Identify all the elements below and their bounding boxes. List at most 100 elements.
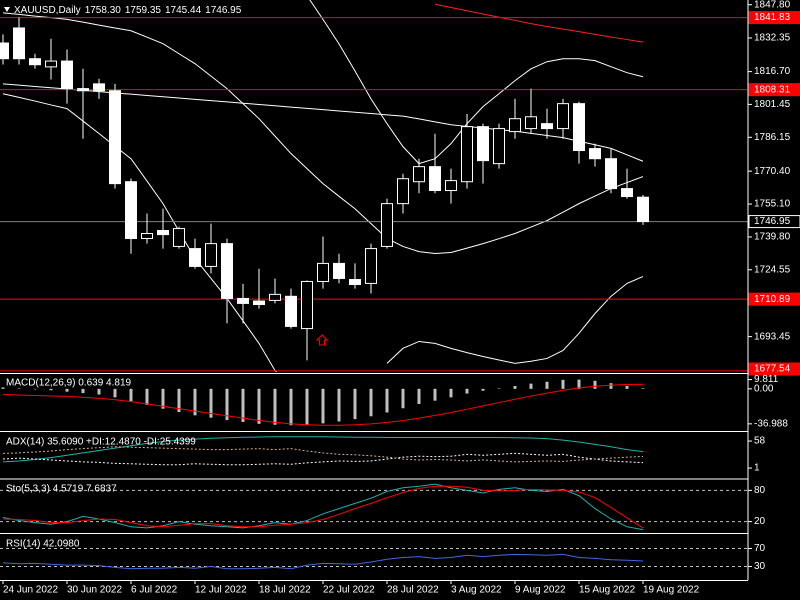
y-tick-label: 1739.80 bbox=[754, 232, 791, 243]
histogram-bar bbox=[497, 388, 501, 389]
candle-body bbox=[525, 116, 537, 130]
symbol: XAUUSD,Daily bbox=[14, 5, 81, 16]
histogram-bar bbox=[1, 387, 5, 389]
candle-body bbox=[141, 233, 153, 239]
candle-body bbox=[637, 196, 649, 223]
candle-body bbox=[221, 243, 233, 299]
price-level-label: 1841.83 bbox=[754, 12, 791, 23]
candle-body bbox=[397, 178, 409, 205]
y-tick-label: 80 bbox=[754, 485, 766, 496]
candle-body bbox=[429, 166, 441, 192]
candle-body bbox=[29, 58, 41, 66]
candle-body bbox=[237, 297, 249, 304]
y-tick-label: 1786.15 bbox=[754, 132, 791, 143]
candle-body bbox=[45, 60, 57, 68]
price-level-label: 1710.89 bbox=[754, 294, 791, 305]
x-tick-label: 28 Jul 2022 bbox=[387, 585, 439, 596]
histogram-bar bbox=[577, 379, 581, 389]
indicator-line bbox=[2, 436, 644, 463]
candle-body bbox=[333, 262, 345, 279]
x-tick-label: 18 Jul 2022 bbox=[259, 585, 311, 596]
y-tick-label: 1724.55 bbox=[754, 264, 791, 275]
candle-body bbox=[573, 103, 585, 152]
histogram-bar bbox=[369, 388, 373, 417]
y-tick-label: 1770.40 bbox=[754, 166, 791, 177]
y-tick-label: 30 bbox=[754, 561, 766, 572]
indicator-line bbox=[2, 485, 644, 529]
candle-body bbox=[493, 128, 505, 165]
overlay-line bbox=[309, 0, 644, 165]
indicator-line bbox=[2, 452, 644, 466]
candle-body bbox=[589, 148, 601, 160]
buy-arrow bbox=[315, 334, 329, 346]
header-close: 1746.95 bbox=[205, 5, 242, 16]
histogram-bar bbox=[353, 388, 357, 420]
y-tick-label: 0.00 bbox=[754, 383, 774, 394]
candle-body bbox=[541, 123, 553, 130]
x-tick-label: 19 Aug 2022 bbox=[643, 585, 700, 596]
candle-body bbox=[445, 180, 457, 192]
histogram-bar bbox=[561, 379, 565, 389]
y-tick-label: 1832.35 bbox=[754, 33, 791, 44]
histogram-bar bbox=[529, 383, 533, 389]
candle-body bbox=[461, 126, 473, 183]
x-tick-label: 3 Aug 2022 bbox=[451, 585, 502, 596]
x-tick-label: 22 Jul 2022 bbox=[323, 585, 375, 596]
candle-body bbox=[205, 243, 217, 267]
indicator-title: Sto(5,3,3) 4.5719 7.6837 bbox=[6, 484, 117, 495]
histogram-bar bbox=[385, 388, 389, 413]
candle-body bbox=[621, 188, 633, 198]
histogram-bar bbox=[609, 383, 613, 389]
x-tick-label: 24 Jun 2022 bbox=[3, 585, 58, 596]
indicator-line bbox=[2, 483, 644, 531]
y-tick-label: 1816.70 bbox=[754, 66, 791, 77]
histogram-bar bbox=[145, 388, 149, 405]
histogram-bar bbox=[81, 388, 85, 394]
candle-body bbox=[605, 158, 617, 190]
histogram-bar bbox=[49, 388, 53, 391]
indicator-line bbox=[2, 553, 644, 570]
candle-body bbox=[557, 103, 569, 130]
indicator-title: ADX(14) 35.6090 +DI:12.4870 -DI:25.4399 bbox=[6, 437, 196, 448]
histogram-bar bbox=[305, 388, 309, 425]
price-level-label: 1746.95 bbox=[754, 216, 791, 227]
histogram-bar bbox=[225, 388, 229, 421]
histogram-bar bbox=[625, 386, 629, 389]
plot-layers bbox=[0, 0, 748, 570]
price-level-box bbox=[748, 292, 800, 306]
y-tick-label: 1801.45 bbox=[754, 99, 791, 110]
histogram-bar bbox=[209, 388, 213, 418]
histogram-bar bbox=[161, 388, 165, 409]
histogram-bar bbox=[465, 388, 469, 394]
x-tick-label: 9 Aug 2022 bbox=[515, 585, 566, 596]
candle-body bbox=[61, 60, 73, 90]
x-tick-label: 30 Jun 2022 bbox=[67, 585, 122, 596]
histogram-bar bbox=[97, 388, 101, 395]
candle-body bbox=[93, 83, 105, 92]
candle-body bbox=[509, 118, 521, 133]
histogram-bar bbox=[433, 388, 437, 401]
candle-body bbox=[109, 90, 121, 185]
histogram-bar bbox=[321, 388, 325, 424]
x-tick-label: 12 Jul 2022 bbox=[195, 585, 247, 596]
overlay-line bbox=[2, 12, 644, 255]
price-level-box bbox=[748, 215, 800, 229]
indicator-line bbox=[2, 383, 644, 426]
chart-header: XAUUSD,Daily 1758.30 1759.35 1745.44 1746.95 bbox=[14, 5, 242, 16]
histogram-bar bbox=[257, 388, 261, 424]
histogram-bar bbox=[289, 388, 293, 426]
histogram-bar bbox=[593, 380, 597, 389]
candle-body bbox=[301, 280, 313, 330]
histogram-bar bbox=[481, 388, 485, 391]
menu-triangle[interactable] bbox=[4, 7, 10, 12]
indicator-title: RSI(14) 42.0980 bbox=[6, 539, 80, 550]
candle-body bbox=[253, 300, 265, 305]
histogram-bar bbox=[337, 388, 341, 422]
histogram-bar bbox=[513, 386, 517, 389]
panel-plot bbox=[0, 0, 748, 372]
histogram-bar bbox=[129, 388, 133, 402]
y-tick-label: -36.988 bbox=[754, 418, 788, 429]
